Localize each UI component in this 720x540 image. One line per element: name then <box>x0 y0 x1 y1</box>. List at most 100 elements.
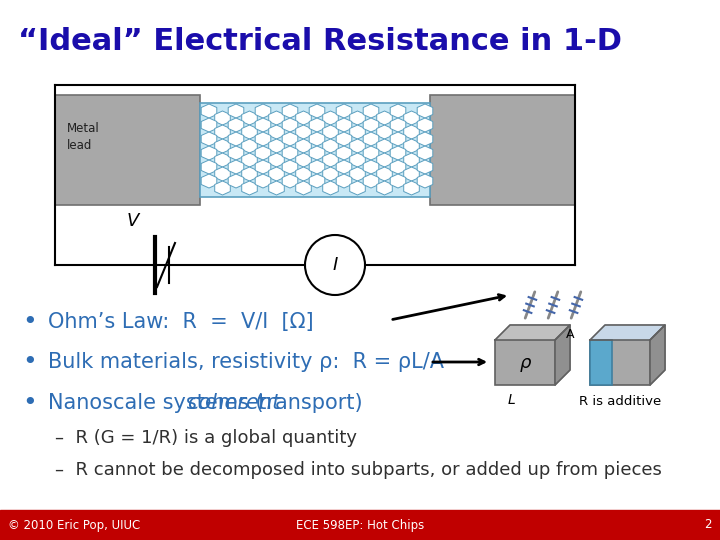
Polygon shape <box>323 167 338 181</box>
Polygon shape <box>336 132 352 146</box>
Polygon shape <box>282 118 298 132</box>
Polygon shape <box>363 104 379 118</box>
Polygon shape <box>309 174 325 188</box>
Text: “Ideal” Electrical Resistance in 1-D: “Ideal” Electrical Resistance in 1-D <box>18 28 622 57</box>
Text: •: • <box>22 350 37 374</box>
Polygon shape <box>650 325 665 385</box>
Polygon shape <box>228 104 244 118</box>
Polygon shape <box>404 111 419 125</box>
Text: Nanoscale systems (: Nanoscale systems ( <box>48 393 264 413</box>
Polygon shape <box>269 111 284 125</box>
Polygon shape <box>323 153 338 167</box>
Polygon shape <box>363 146 379 160</box>
Polygon shape <box>350 181 365 195</box>
Text: 2: 2 <box>704 518 712 531</box>
Text: •: • <box>22 391 37 415</box>
Text: coherent: coherent <box>186 393 280 413</box>
Polygon shape <box>390 104 406 118</box>
Text: transport): transport) <box>245 393 363 413</box>
Text: –  R (G = 1/R) is a global quantity: – R (G = 1/R) is a global quantity <box>55 429 357 447</box>
Text: V: V <box>127 212 139 230</box>
Text: I: I <box>333 256 338 274</box>
Polygon shape <box>282 146 298 160</box>
Polygon shape <box>242 139 257 153</box>
Polygon shape <box>282 160 298 174</box>
Polygon shape <box>309 104 325 118</box>
Polygon shape <box>242 181 257 195</box>
Polygon shape <box>201 118 217 132</box>
Polygon shape <box>363 160 379 174</box>
Text: L: L <box>508 393 516 407</box>
Polygon shape <box>404 139 419 153</box>
Text: ECE 598EP: Hot Chips: ECE 598EP: Hot Chips <box>296 518 424 531</box>
Polygon shape <box>336 104 352 118</box>
Polygon shape <box>390 118 406 132</box>
Polygon shape <box>336 160 352 174</box>
Polygon shape <box>282 132 298 146</box>
Text: –  R cannot be decomposed into subparts, or added up from pieces: – R cannot be decomposed into subparts, … <box>55 461 662 479</box>
Polygon shape <box>377 111 392 125</box>
Bar <box>430 95 575 205</box>
Polygon shape <box>296 111 311 125</box>
Polygon shape <box>350 125 365 139</box>
Polygon shape <box>255 174 271 188</box>
Polygon shape <box>282 104 298 118</box>
Polygon shape <box>350 111 365 125</box>
Polygon shape <box>404 125 419 139</box>
Polygon shape <box>242 125 257 139</box>
Bar <box>495 340 555 385</box>
Polygon shape <box>417 104 433 118</box>
Polygon shape <box>255 146 271 160</box>
Polygon shape <box>363 174 379 188</box>
Polygon shape <box>336 174 352 188</box>
Polygon shape <box>228 146 244 160</box>
Polygon shape <box>282 174 298 188</box>
Polygon shape <box>228 160 244 174</box>
Polygon shape <box>390 174 406 188</box>
Polygon shape <box>417 146 433 160</box>
Text: Ohm’s Law:  R  =  V/I  [Ω]: Ohm’s Law: R = V/I [Ω] <box>48 312 314 332</box>
Polygon shape <box>590 325 665 340</box>
Polygon shape <box>417 160 433 174</box>
Polygon shape <box>309 160 325 174</box>
Polygon shape <box>417 118 433 132</box>
Polygon shape <box>390 146 406 160</box>
Polygon shape <box>255 104 271 118</box>
Polygon shape <box>296 139 311 153</box>
Polygon shape <box>377 125 392 139</box>
Polygon shape <box>215 111 230 125</box>
Polygon shape <box>390 132 406 146</box>
Polygon shape <box>215 167 230 181</box>
Polygon shape <box>269 153 284 167</box>
Polygon shape <box>215 181 230 195</box>
Polygon shape <box>255 132 271 146</box>
Polygon shape <box>350 139 365 153</box>
Bar <box>200 103 430 197</box>
Bar <box>590 340 650 385</box>
Bar <box>55 95 200 205</box>
Polygon shape <box>336 146 352 160</box>
Polygon shape <box>215 125 230 139</box>
Polygon shape <box>269 181 284 195</box>
Polygon shape <box>323 125 338 139</box>
Polygon shape <box>309 146 325 160</box>
Polygon shape <box>377 153 392 167</box>
Polygon shape <box>350 153 365 167</box>
Polygon shape <box>242 111 257 125</box>
Polygon shape <box>201 146 217 160</box>
Polygon shape <box>390 160 406 174</box>
Polygon shape <box>296 167 311 181</box>
Polygon shape <box>323 139 338 153</box>
Polygon shape <box>255 118 271 132</box>
Polygon shape <box>336 118 352 132</box>
Text: A: A <box>566 328 575 341</box>
Polygon shape <box>269 167 284 181</box>
Polygon shape <box>417 132 433 146</box>
Polygon shape <box>363 132 379 146</box>
Polygon shape <box>228 132 244 146</box>
Polygon shape <box>404 167 419 181</box>
Polygon shape <box>309 118 325 132</box>
Polygon shape <box>269 139 284 153</box>
Text: R is additive: R is additive <box>579 395 661 408</box>
Polygon shape <box>201 174 217 188</box>
